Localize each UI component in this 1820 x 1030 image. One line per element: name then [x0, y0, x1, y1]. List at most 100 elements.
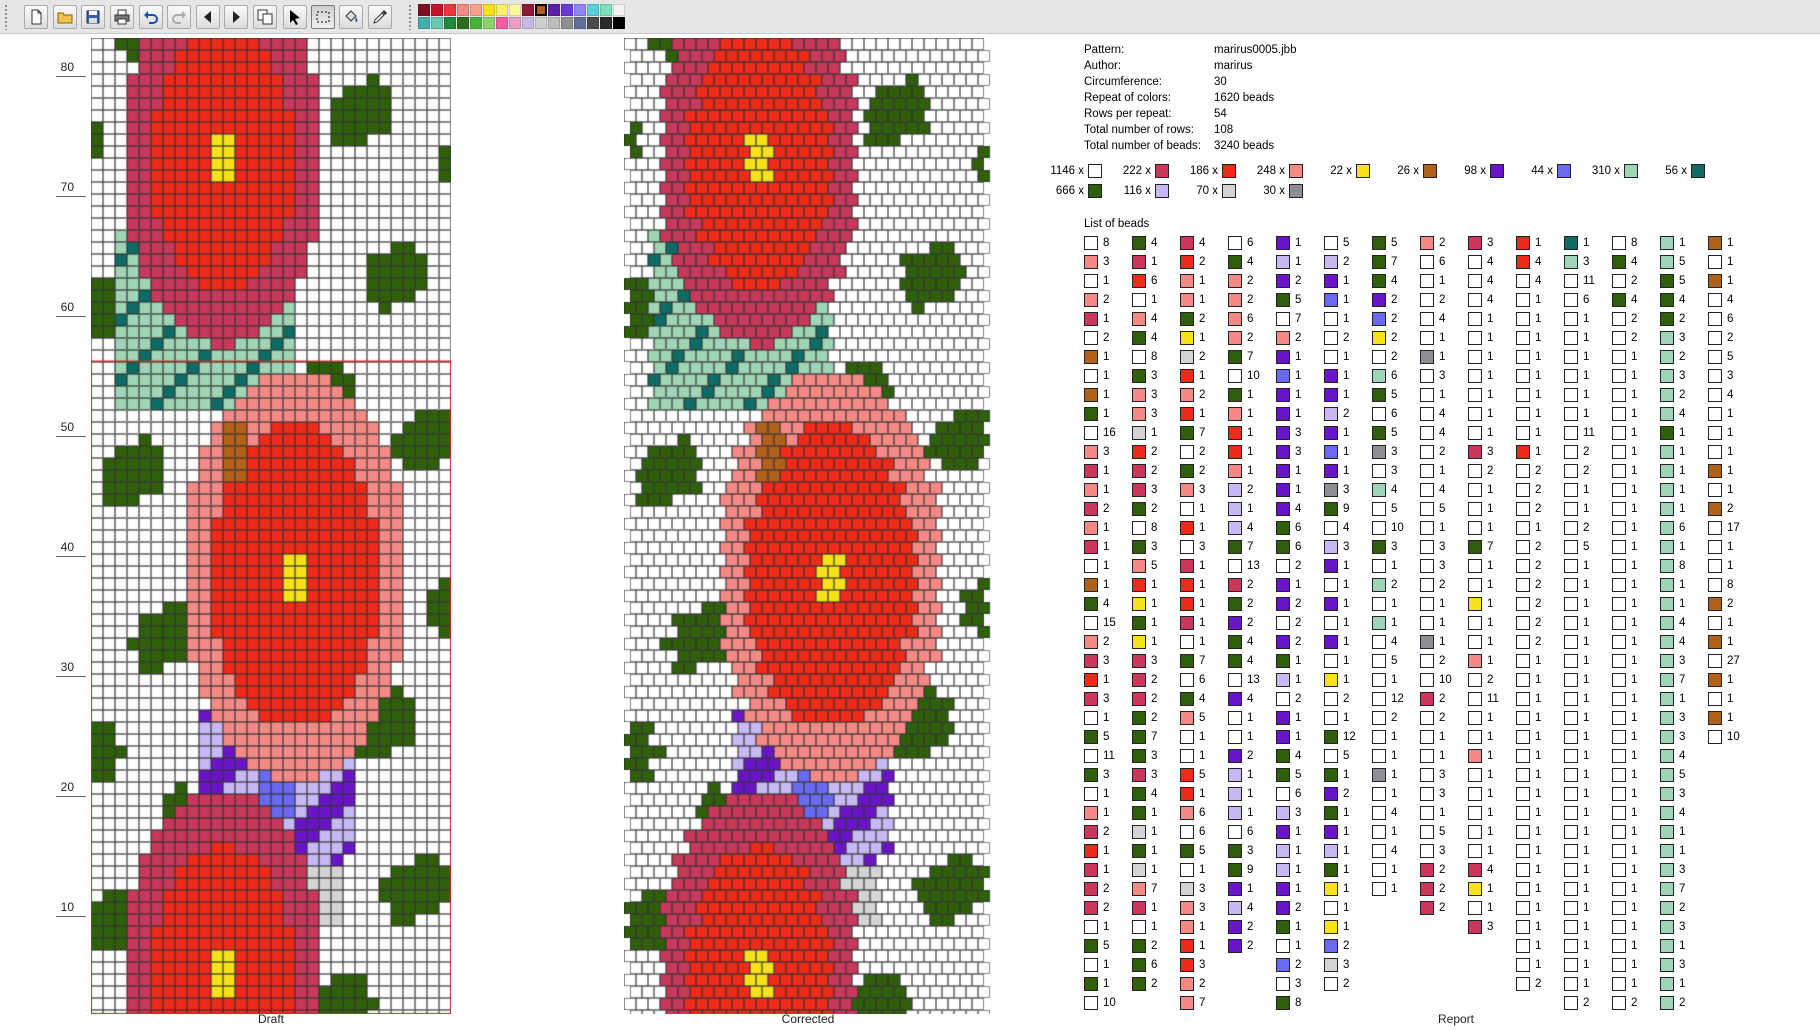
palette-swatch[interactable] — [444, 4, 456, 16]
palette-swatch[interactable] — [470, 4, 482, 16]
bead-swatch — [1708, 578, 1722, 592]
open-button[interactable] — [53, 5, 77, 29]
bead-list-item: 1 — [1420, 749, 1445, 763]
palette-swatch[interactable] — [600, 4, 612, 16]
bead-count: 2 — [1439, 294, 1446, 306]
pointer-button[interactable] — [283, 5, 307, 29]
bead-list-item: 5 — [1372, 426, 1397, 440]
bead-swatch — [1612, 768, 1626, 782]
palette-swatch[interactable] — [587, 4, 599, 16]
bead-count: 1 — [1583, 959, 1590, 971]
prev-button[interactable] — [196, 5, 220, 29]
palette-swatch[interactable] — [496, 17, 508, 29]
bead-swatch — [1180, 635, 1194, 649]
bead-list-item: 1 — [1372, 559, 1397, 573]
palette-swatch[interactable] — [535, 17, 547, 29]
bead-swatch — [1324, 977, 1338, 991]
bead-swatch — [1276, 540, 1290, 554]
bead-count: 5 — [1151, 560, 1158, 572]
bead-swatch — [1660, 407, 1674, 421]
bead-list-item: 1 — [1708, 692, 1733, 706]
palette-swatch[interactable] — [431, 17, 443, 29]
bead-count: 1 — [1439, 389, 1446, 401]
bead-list-item: 1 — [1612, 806, 1637, 820]
bead-list-item: 5 — [1180, 711, 1205, 725]
bead-list-item: 1 — [1612, 977, 1637, 991]
bead-list-item: 2 — [1132, 692, 1157, 706]
print-button[interactable] — [110, 5, 134, 29]
bead-list-item: 1 — [1612, 445, 1637, 459]
bead-count: 1 — [1583, 655, 1590, 667]
palette-swatch[interactable] — [535, 4, 547, 16]
bead-count: 2 — [1247, 294, 1254, 306]
bead-swatch — [1708, 369, 1722, 383]
palette-swatch[interactable] — [613, 17, 625, 29]
palette-swatch[interactable] — [418, 4, 430, 16]
bead-list-item: 1 — [1084, 350, 1109, 364]
bead-list-item: 1 — [1084, 787, 1109, 801]
color-swatch — [1289, 164, 1303, 178]
picker-button[interactable] — [368, 5, 392, 29]
palette-swatch[interactable] — [574, 4, 586, 16]
palette-swatch[interactable] — [483, 17, 495, 29]
palette-swatch[interactable] — [418, 17, 430, 29]
select-button[interactable] — [311, 5, 335, 29]
bead-swatch — [1372, 635, 1386, 649]
toolbar-grip[interactable] — [4, 4, 8, 30]
bead-swatch — [1468, 331, 1482, 345]
palette-swatch[interactable] — [613, 4, 625, 16]
palette-swatch[interactable] — [574, 17, 586, 29]
bead-count: 1 — [1631, 750, 1638, 762]
bead-count: 1 — [1439, 598, 1446, 610]
bead-swatch — [1612, 882, 1626, 896]
bead-count: 1 — [1343, 655, 1350, 667]
palette-swatch[interactable] — [483, 4, 495, 16]
bead-list-item: 1 — [1324, 388, 1349, 402]
palette-swatch[interactable] — [444, 17, 456, 29]
next-button[interactable] — [224, 5, 248, 29]
bead-list-item: 3 — [1468, 920, 1493, 934]
palette-swatch[interactable] — [470, 17, 482, 29]
palette-swatch[interactable] — [431, 4, 443, 16]
palette-swatch[interactable] — [548, 17, 560, 29]
bead-count: 1 — [1631, 788, 1638, 800]
bead-list-item: 1 — [1660, 977, 1685, 991]
bead-swatch — [1516, 578, 1530, 592]
bead-swatch — [1564, 806, 1578, 820]
corrected-grid[interactable] — [624, 38, 996, 1014]
palette-swatch[interactable] — [600, 17, 612, 29]
palette-swatch[interactable] — [509, 4, 521, 16]
save-button[interactable] — [81, 5, 105, 29]
draft-grid[interactable] — [91, 38, 451, 1014]
bead-list-item: 1 — [1324, 768, 1349, 782]
bead-count: 1 — [1199, 940, 1206, 952]
bead-list-item: 3 — [1468, 445, 1493, 459]
bead-count: 5 — [1391, 427, 1398, 439]
bead-list-item: 3 — [1372, 464, 1397, 478]
bead-count: 4 — [1679, 408, 1686, 420]
palette-swatch[interactable] — [522, 17, 534, 29]
bead-count: 1 — [1679, 541, 1686, 553]
bead-list-item: 4 — [1228, 635, 1253, 649]
palette-swatch[interactable] — [509, 17, 521, 29]
palette-grip[interactable] — [408, 4, 412, 30]
redo-button[interactable] — [167, 5, 191, 29]
bead-count: 4 — [1391, 845, 1398, 857]
palette-swatch[interactable] — [587, 17, 599, 29]
palette-swatch[interactable] — [457, 17, 469, 29]
fill-button[interactable] — [339, 5, 363, 29]
new-button[interactable] — [24, 5, 48, 29]
palette-swatch[interactable] — [496, 4, 508, 16]
palette-swatch[interactable] — [522, 4, 534, 16]
bead-swatch — [1564, 350, 1578, 364]
bead-list-item: 3 — [1132, 749, 1157, 763]
palette-swatch[interactable] — [561, 4, 573, 16]
palette-swatch[interactable] — [561, 17, 573, 29]
copy-button[interactable] — [253, 5, 277, 29]
palette-swatch[interactable] — [548, 4, 560, 16]
bead-count: 1 — [1295, 256, 1302, 268]
bead-swatch — [1180, 407, 1194, 421]
bead-swatch — [1372, 369, 1386, 383]
undo-button[interactable] — [139, 5, 163, 29]
palette-swatch[interactable] — [457, 4, 469, 16]
